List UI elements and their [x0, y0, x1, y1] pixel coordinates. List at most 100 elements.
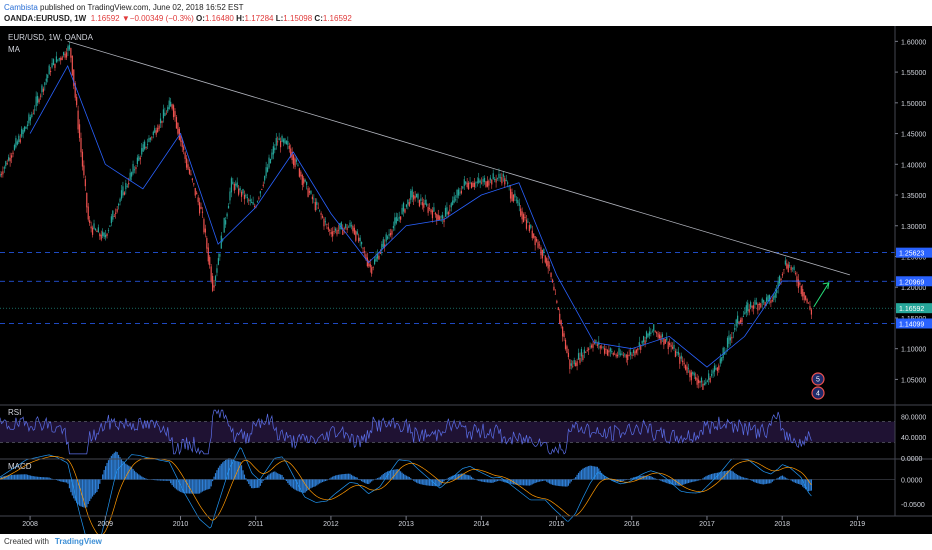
price-badge-mid: 1.20969 — [899, 279, 924, 286]
candle-body — [546, 258, 548, 266]
candle-body — [624, 354, 626, 356]
macd-histogram-bar — [222, 462, 224, 480]
macd-histogram-bar — [731, 470, 733, 480]
candle-body — [187, 164, 189, 170]
candle-body — [282, 139, 285, 143]
candle-body — [674, 350, 677, 357]
candle-body — [431, 210, 434, 219]
candle-body — [638, 342, 640, 347]
candle-body — [415, 193, 418, 198]
candle-body — [640, 345, 642, 350]
macd-histogram-bar — [15, 474, 17, 480]
macd-histogram-bar — [725, 470, 727, 480]
main-pane[interactable] — [0, 40, 895, 391]
candle-body — [164, 112, 166, 117]
macd-histogram-bar — [248, 479, 250, 484]
candle-body — [784, 260, 786, 265]
trendline — [67, 40, 850, 276]
candle-body — [278, 138, 280, 141]
candle-body — [213, 285, 215, 288]
macd-histogram-bar — [245, 478, 247, 480]
rsi-pane[interactable] — [0, 408, 895, 456]
candle-body — [204, 228, 206, 233]
macd-histogram-bar — [391, 470, 393, 480]
macd-histogram-bar — [631, 477, 633, 480]
candle-body — [375, 256, 377, 262]
candle-body — [201, 211, 204, 213]
x-tick-label: 2014 — [474, 521, 490, 528]
candle-body — [476, 181, 478, 183]
macd-histogram-bar — [598, 468, 600, 480]
marker-4[interactable]: 4 — [811, 386, 825, 400]
macd-histogram-bar — [741, 476, 743, 480]
macd-histogram-bar — [365, 479, 367, 484]
candle-body — [797, 279, 799, 289]
macd-histogram-bar — [68, 479, 71, 489]
candle-body — [693, 373, 695, 376]
macd-histogram-bar — [400, 471, 402, 480]
candle-body — [184, 152, 186, 159]
macd-histogram-bar — [398, 469, 400, 480]
macd-histogram-bar — [549, 479, 551, 484]
macd-histogram-bar — [530, 479, 532, 486]
y-tick-label: 1.50000 — [901, 101, 926, 108]
macd-histogram-bar — [430, 479, 432, 486]
macd-histogram-bar — [784, 477, 786, 480]
candle-body — [656, 332, 658, 334]
candle-body — [512, 194, 515, 202]
macd-histogram-bar — [635, 476, 637, 480]
candle-body — [564, 339, 567, 349]
macd-histogram-bar — [658, 479, 661, 481]
candle-body — [807, 302, 810, 304]
candle-body — [666, 337, 668, 341]
candle-body — [181, 140, 183, 148]
candle-body — [41, 85, 43, 93]
macd-histogram-bar — [501, 479, 503, 482]
candle-body — [146, 144, 149, 145]
macd-histogram-bar — [767, 479, 769, 484]
macd-histogram-bar — [781, 475, 784, 480]
macd-histogram-bar — [113, 452, 115, 480]
chart-area[interactable]: 1.60000 1.55000 1.50000 1.45000 1.40000 1.350… — [0, 26, 932, 547]
marker-5[interactable]: 5 — [811, 372, 825, 386]
candle-body — [68, 45, 71, 50]
tradingview-logo-icon[interactable]: TradingView — [55, 537, 102, 546]
macd-histogram-bar — [21, 474, 23, 480]
candle-body — [479, 180, 481, 183]
candle-body — [741, 318, 743, 323]
macd-histogram-bar — [334, 475, 337, 480]
candle-body — [732, 332, 734, 334]
macd-histogram-bar — [454, 474, 457, 480]
macd-histogram-bar — [223, 461, 225, 480]
ohlc-line: OANDA:EURUSD, 1W 1.16592 ▼−0.00349 (−0.3… — [4, 14, 352, 23]
macd-histogram-bar — [420, 479, 422, 485]
macd-histogram-bar — [763, 479, 765, 485]
macd-histogram-bar — [290, 479, 292, 487]
macd-histogram-bar — [112, 454, 114, 480]
macd-histogram-bar — [94, 479, 97, 494]
macd-histogram-bar — [663, 479, 665, 483]
macd-histogram-bar — [599, 470, 601, 480]
macd-histogram-bar — [81, 479, 84, 507]
macd-histogram-bar — [381, 475, 383, 480]
macd-pane[interactable] — [0, 447, 895, 547]
candle-body — [709, 377, 711, 383]
macd-histogram-bar — [693, 479, 695, 482]
macd-histogram-bar — [12, 474, 14, 480]
high-label: H: — [236, 14, 245, 23]
candle-body — [271, 152, 273, 159]
macd-histogram-bar — [511, 479, 513, 485]
candle-body — [690, 372, 692, 381]
macd-histogram-bar — [517, 479, 519, 485]
author-link[interactable]: Cambista — [4, 3, 38, 12]
candle-body — [724, 352, 726, 355]
candle-body — [628, 354, 630, 356]
macd-histogram-bar — [426, 479, 428, 486]
macd-histogram-bar — [566, 479, 568, 487]
candle-body — [810, 309, 813, 315]
macd-histogram-bar — [261, 479, 263, 484]
candle-body — [9, 157, 11, 162]
y-tick-label: 1.40000 — [901, 162, 926, 169]
macd-histogram-bar — [110, 455, 112, 480]
macd-histogram-bar — [5, 475, 7, 480]
